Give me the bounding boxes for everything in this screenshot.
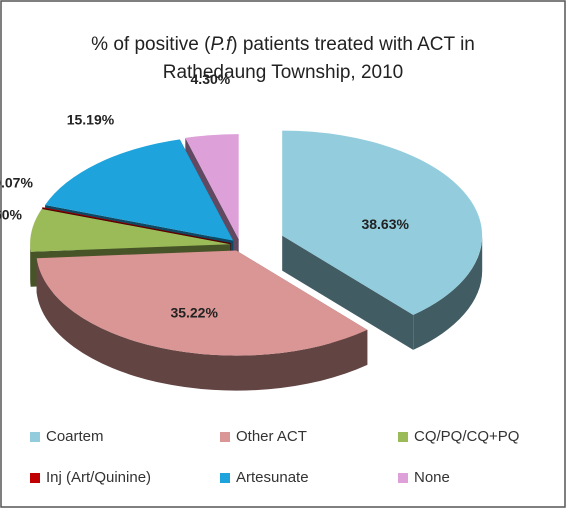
title-part: % of positive (: [91, 34, 211, 55]
legend-label: None: [414, 469, 450, 486]
legend-label: Artesunate: [236, 469, 309, 486]
data-label: 6.60%: [0, 206, 23, 222]
slice: [42, 207, 231, 243]
slice: [185, 134, 239, 240]
legend-swatch: [30, 473, 40, 483]
slice-wall: [30, 244, 31, 287]
legend-swatch: [398, 473, 408, 483]
pie: 38.63% 35.22% 6.60% 0.07% 15.19% 4.30%: [0, 71, 483, 391]
legend-label: CQ/PQ/CQ+PQ: [414, 428, 519, 445]
chart-title: % of positive (P.f) patients treated wit…: [91, 34, 475, 55]
slice: [45, 139, 234, 241]
data-label: 35.22%: [170, 305, 218, 321]
slice-wall: [413, 235, 483, 350]
data-label: 4.30%: [191, 71, 231, 87]
legend-swatch: [220, 432, 230, 442]
data-label: 0.07%: [0, 174, 33, 190]
slice: [282, 130, 483, 315]
legend-swatch: [30, 432, 40, 442]
legend: Coartem Other ACT CQ/PQ/CQ+PQ Inj (Art/Quin…: [30, 428, 519, 486]
chart-title: Rathedaung Township, 2010: [163, 62, 404, 83]
slice-side: [282, 235, 414, 350]
slice-wall: [36, 258, 368, 391]
slice: [36, 250, 368, 356]
title-part: ) patients treated with ACT in: [231, 34, 475, 55]
data-label: 38.63%: [361, 216, 409, 232]
title-part: P.f: [210, 34, 233, 55]
legend-swatch: [398, 432, 408, 442]
legend-label: Other ACT: [236, 428, 307, 445]
legend-label: Coartem: [46, 428, 104, 445]
legend-swatch: [220, 473, 230, 483]
legend-label: Inj (Art/Quinine): [46, 469, 151, 486]
slice: [30, 209, 231, 252]
data-label: 15.19%: [67, 112, 115, 128]
